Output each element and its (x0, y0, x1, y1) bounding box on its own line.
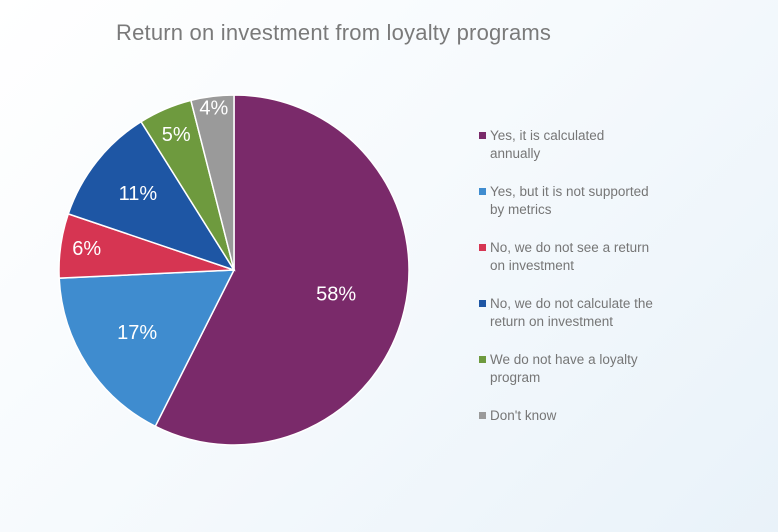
legend-label-line: return on investment (490, 314, 614, 329)
legend-swatch-2 (479, 188, 486, 195)
legend-label-line: on investment (490, 258, 575, 273)
legend-swatch-3 (479, 244, 486, 251)
legend-label-line: Yes, it is calculated (490, 128, 605, 143)
legend-label-line: We do not have a loyalty (490, 352, 638, 367)
legend-label-line: Yes, but it is not supported (490, 184, 649, 199)
chart-title: Return on investment from loyalty progra… (116, 20, 552, 45)
legend-label-6: Don't know (490, 407, 556, 425)
pie-slice-6 (189, 94, 235, 271)
legend-item-1: Yes, it is calculated annually (479, 127, 709, 163)
slice-value-label-3: 6% (72, 238, 101, 260)
legend-label-4: No, we do not calculate the return on inv… (490, 295, 653, 331)
legend-label-line: No, we do not see a return (490, 240, 650, 255)
legend-swatch-6 (479, 412, 486, 419)
legend-label-2: Yes, but it is not supported by metrics (490, 183, 649, 219)
legend-label-1: Yes, it is calculated annually (490, 127, 604, 163)
legend-item-3: No, we do not see a return on investment (479, 239, 709, 275)
slice-value-label-6: 4% (199, 98, 228, 120)
legend-swatch-1 (479, 132, 486, 139)
pie-slice-1 (154, 94, 410, 446)
slice-value-label-5: 5% (162, 124, 191, 146)
legend-label-line: annually (490, 146, 541, 161)
legend-label-line: program (490, 370, 541, 385)
legend-label-line: No, we do not calculate the (490, 296, 653, 311)
legend-item-4: No, we do not calculate the return on inv… (479, 295, 709, 331)
legend-label-line: by metrics (490, 202, 552, 217)
slice-value-label-1: 58% (316, 283, 356, 305)
legend-swatch-5 (479, 356, 486, 363)
legend-swatch-4 (479, 300, 486, 307)
pie-slice-2 (58, 269, 236, 428)
legend-item-5: We do not have a loyalty program (479, 351, 709, 387)
pie-slice-4 (67, 120, 236, 272)
slice-value-label-4: 11% (119, 183, 158, 205)
legend-label-line: Don't know (490, 408, 557, 423)
legend-label-5: We do not have a loyalty program (490, 351, 638, 387)
legend-item-6: Don't know (479, 407, 709, 425)
legend-item-2: Yes, but it is not supported by metrics (479, 183, 709, 219)
slice-value-label-2: 17% (117, 322, 157, 344)
legend-label-3: No, we do not see a return on investment (490, 239, 649, 275)
